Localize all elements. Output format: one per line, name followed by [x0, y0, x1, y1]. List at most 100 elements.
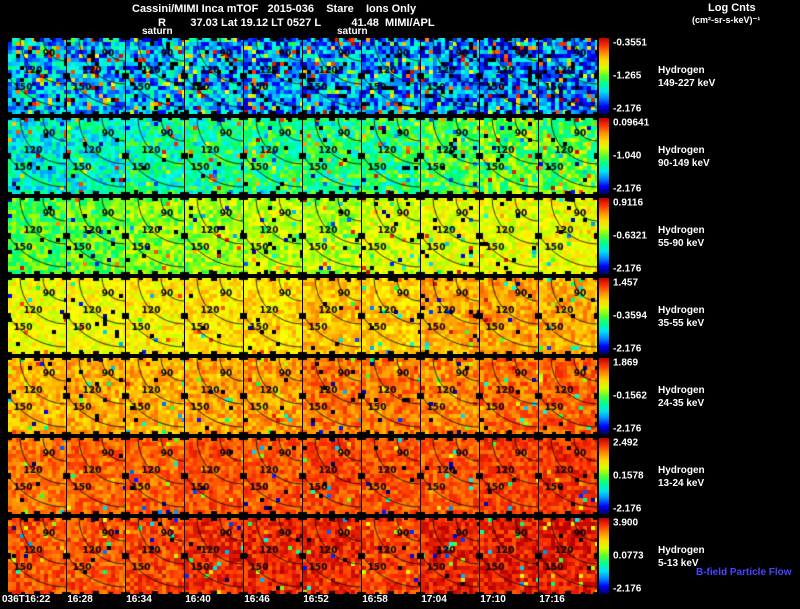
spectrogram-panel — [67, 118, 125, 194]
spectrogram-panel — [126, 38, 184, 114]
spectrogram-panel — [185, 358, 243, 434]
row-energy-label: 149-227 keV — [658, 78, 716, 89]
colorbar-min-label: -2.176 — [613, 503, 642, 515]
time-tick-label: 17:04 — [421, 594, 447, 605]
row-species-label: Hydrogen — [658, 65, 705, 76]
spectrogram-panel — [362, 518, 420, 594]
colorbar-max-label: 2.492 — [613, 437, 639, 449]
colorbar-min-label: -2.176 — [613, 183, 642, 195]
spectrogram-panel — [244, 438, 302, 514]
spectrogram-panel — [67, 278, 125, 354]
row-species-label: Hydrogen — [658, 305, 705, 316]
spectrogram-panel — [303, 438, 361, 514]
spectrogram-panel — [67, 38, 125, 114]
spectrogram-panel — [8, 438, 66, 514]
spectrogram-panel — [480, 438, 538, 514]
colorbar — [599, 38, 609, 114]
row-species-label: Hydrogen — [658, 145, 705, 156]
spectrogram-panel — [480, 518, 538, 594]
spectrogram-panel — [303, 118, 361, 194]
colorbar-mid-label: -1.265 — [613, 70, 642, 82]
spectrogram-panel — [126, 518, 184, 594]
spectrogram-panel — [421, 198, 479, 274]
time-tick-label: 16:28 — [67, 594, 93, 605]
plot-title: Cassini/MIMI Inca mTOF 2015-036 Stare Io… — [132, 3, 417, 15]
spectrogram-panel — [303, 358, 361, 434]
colorbar-units-title: Log Cnts — [708, 2, 756, 14]
time-tick-label: 16:52 — [303, 594, 329, 605]
colorbar-max-label: 0.09641 — [613, 117, 650, 129]
colorbar-max-label: 0.9116 — [613, 197, 644, 209]
colorbar-max-label: 3.900 — [613, 517, 639, 529]
spectrogram-panel — [539, 278, 597, 354]
row-species-label: Hydrogen — [658, 545, 705, 556]
spectrogram-panel — [67, 358, 125, 434]
spectrogram-panel — [126, 278, 184, 354]
time-tick-label: 16:46 — [244, 594, 270, 605]
spectrogram-panel — [421, 438, 479, 514]
spectrogram-panel — [8, 38, 66, 114]
spectrogram-panel — [244, 118, 302, 194]
spectrogram-panel — [303, 38, 361, 114]
colorbar-max-label: 1.457 — [613, 277, 639, 289]
row-species-label: Hydrogen — [658, 465, 705, 476]
spectrogram-panel — [185, 118, 243, 194]
row-energy-label: 5-13 keV — [658, 558, 699, 569]
time-tick-label: 17:16 — [539, 594, 565, 605]
spectrogram-panel — [421, 278, 479, 354]
row-species-label: Hydrogen — [658, 225, 705, 236]
colorbar-max-label: 1.869 — [613, 357, 639, 369]
spectrogram-panel — [480, 118, 538, 194]
spectrogram-panel — [8, 518, 66, 594]
row-energy-label: 24-35 keV — [658, 398, 705, 409]
time-tick-label: 16:40 — [185, 594, 211, 605]
colorbar — [599, 278, 609, 354]
spectrogram-panel — [421, 118, 479, 194]
colorbar-max-label: -0.3551 — [613, 37, 647, 49]
time-tick-label: 17:10 — [480, 594, 506, 605]
spectrogram-panel — [185, 38, 243, 114]
spectrogram-panel — [480, 38, 538, 114]
row-species-label: Hydrogen — [658, 385, 705, 396]
spectrogram-panel — [8, 358, 66, 434]
spectrogram-panel — [185, 518, 243, 594]
spectrogram-panel — [421, 38, 479, 114]
saturn-marker-right: saturn — [337, 26, 368, 37]
spectrogram-panel — [539, 438, 597, 514]
spectrogram-panel — [244, 38, 302, 114]
spectrogram-panel — [244, 358, 302, 434]
colorbar-mid-label: -1.040 — [613, 150, 642, 162]
spectrogram-panel — [480, 278, 538, 354]
spectrogram-panel — [126, 118, 184, 194]
spectrogram-panel — [8, 198, 66, 274]
colorbar-units-formula: (cm²-sr-s-keV)⁻¹ — [692, 15, 761, 25]
colorbar-mid-label: 0.0773 — [613, 550, 644, 562]
colorbar — [599, 118, 609, 194]
spectrogram-panel — [126, 358, 184, 434]
spectrogram-panel — [67, 518, 125, 594]
spectrogram-panel — [126, 198, 184, 274]
spectrogram-panel — [362, 118, 420, 194]
colorbar — [599, 438, 609, 514]
spectrogram-panel — [67, 438, 125, 514]
colorbar-min-label: -2.176 — [613, 343, 642, 355]
spectrogram-panel — [480, 358, 538, 434]
spectrogram-panel — [244, 198, 302, 274]
colorbar-min-label: -2.176 — [613, 103, 642, 115]
spectrogram-panel — [303, 198, 361, 274]
colorbar-mid-label: -0.3594 — [613, 310, 647, 322]
colorbar-min-label: -2.176 — [613, 263, 642, 275]
spectrogram-panel — [303, 518, 361, 594]
spectrogram-panel — [421, 358, 479, 434]
spectrogram-panel — [362, 278, 420, 354]
time-tick-label: 16:34 — [126, 594, 152, 605]
spectrogram-panel — [185, 198, 243, 274]
time-tick-label: 036T16:22 — [2, 594, 51, 605]
spectrogram-panel — [67, 198, 125, 274]
spectrogram-panel — [362, 438, 420, 514]
spectrogram-panel — [539, 358, 597, 434]
spectrogram-panel — [480, 198, 538, 274]
colorbar-mid-label: 0.1578 — [613, 470, 644, 482]
colorbar-min-label: -2.176 — [613, 583, 642, 595]
